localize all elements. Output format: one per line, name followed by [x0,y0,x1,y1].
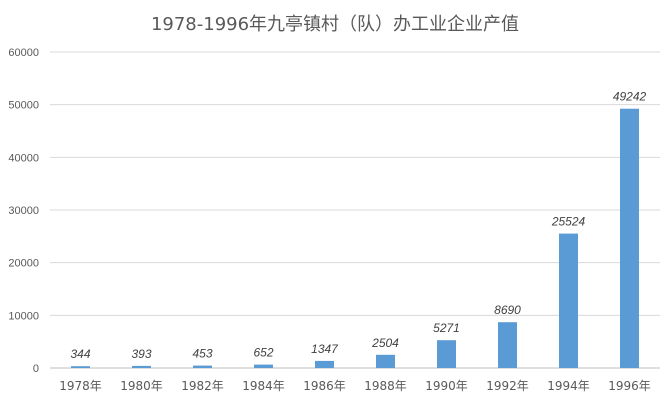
bar [376,354,395,368]
bars [71,108,639,368]
data-label: 8690 [494,303,521,317]
data-label: 2504 [371,336,399,350]
data-label: 453 [192,347,212,361]
x-tick-label: 1982年 [181,379,224,393]
bar [71,366,90,368]
x-tick-label: 1978年 [59,379,102,393]
bar [254,364,273,368]
data-label: 5271 [433,321,460,335]
gridlines [50,51,660,369]
data-label: 49242 [613,90,647,104]
x-tick-label: 1980年 [120,379,163,393]
data-label: 652 [253,346,273,360]
data-label: 344 [70,347,90,361]
x-tick-label: 1990年 [425,379,468,393]
data-label: 393 [131,347,151,361]
bar [132,365,151,368]
data-label: 1347 [311,342,339,356]
chart-title: 1978-1996年九亭镇村（队）办工业企业产值 [151,14,519,35]
y-tick-label: 60000 [8,47,39,59]
x-tick-label: 1994年 [547,379,590,393]
bar [193,365,212,368]
y-tick-label: 20000 [8,258,39,270]
bar [620,108,639,368]
bar [559,233,578,368]
y-tick-label: 40000 [8,152,39,164]
data-label: 25524 [551,215,586,229]
x-axis-ticks: 1978年 1980年 1982年 1984年 1986年 1988年 1990年 1992年… [59,379,651,393]
y-tick-label: 50000 [8,100,39,112]
y-tick-label: 10000 [8,310,39,322]
bar [437,340,456,368]
x-tick-label: 1996年 [608,379,651,393]
y-tick-label: 30000 [8,205,39,217]
y-axis-ticks: 0 10000 20000 30000 40000 50000 60000 [8,47,39,375]
x-tick-label: 1986年 [303,379,346,393]
data-labels: 344 393 453 652 1347 2504 5271 8690 25524 49242 [70,90,646,362]
x-tick-label: 1988年 [364,379,407,393]
bar [498,322,517,368]
x-tick-label: 1984年 [242,379,285,393]
x-tick-label: 1992年 [486,379,529,393]
bar [315,360,334,368]
y-tick-label: 0 [33,363,39,375]
